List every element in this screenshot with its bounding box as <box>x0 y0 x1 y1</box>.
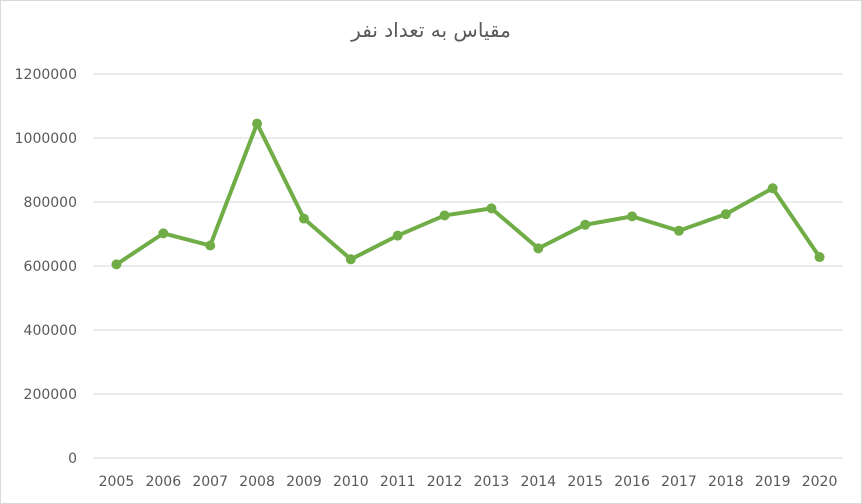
data-point <box>720 209 731 220</box>
gridlines <box>93 73 843 459</box>
data-point <box>345 254 356 265</box>
data-point <box>158 228 169 239</box>
data-point <box>627 211 638 222</box>
data-point <box>673 225 684 236</box>
y-tick-label: 400000 <box>24 323 77 339</box>
data-point <box>767 183 778 194</box>
y-tick-label: 0 <box>68 451 77 467</box>
y-tick-label: 800000 <box>24 195 77 211</box>
data-point <box>814 252 825 263</box>
data-point <box>111 259 122 270</box>
x-tick-label: 2007 <box>192 474 228 490</box>
y-axis-labels: 0 200000 400000 600000 800000 1000000 1200000 <box>15 67 77 467</box>
y-tick-label: 600000 <box>24 259 77 275</box>
data-point <box>580 219 591 230</box>
x-tick-label: 2018 <box>708 474 744 490</box>
series-polyline <box>114 121 822 267</box>
x-tick-label: 2013 <box>474 474 510 490</box>
x-tick-label: 2009 <box>286 474 322 490</box>
y-tick-label: 200000 <box>24 387 77 403</box>
x-tick-label: 2010 <box>333 474 369 490</box>
y-tick-label: 1000000 <box>15 131 77 147</box>
data-point <box>486 203 497 214</box>
x-tick-label: 2008 <box>239 474 275 490</box>
x-tick-label: 2012 <box>427 474 463 490</box>
x-tick-label: 2019 <box>755 474 791 490</box>
x-axis-labels: 2005 2006 2007 2008 2009 2010 2011 2012 2013 2014… <box>99 474 838 490</box>
x-tick-label: 2011 <box>380 474 416 490</box>
x-tick-label: 2017 <box>661 474 697 490</box>
x-tick-label: 2016 <box>614 474 650 490</box>
data-point <box>298 213 309 224</box>
x-tick-label: 2006 <box>145 474 181 490</box>
series-line <box>111 118 825 270</box>
y-tick-label: 1200000 <box>15 67 77 83</box>
x-tick-label: 2015 <box>567 474 603 490</box>
data-point <box>252 118 263 129</box>
data-point <box>392 230 403 241</box>
data-point <box>533 243 544 254</box>
x-tick-label: 2014 <box>520 474 556 490</box>
x-tick-label: 2005 <box>99 474 135 490</box>
data-point <box>439 210 450 221</box>
chart-title: مقیاس به تعداد نفر <box>351 18 511 42</box>
x-tick-label: 2020 <box>802 474 838 490</box>
data-point <box>205 240 216 251</box>
